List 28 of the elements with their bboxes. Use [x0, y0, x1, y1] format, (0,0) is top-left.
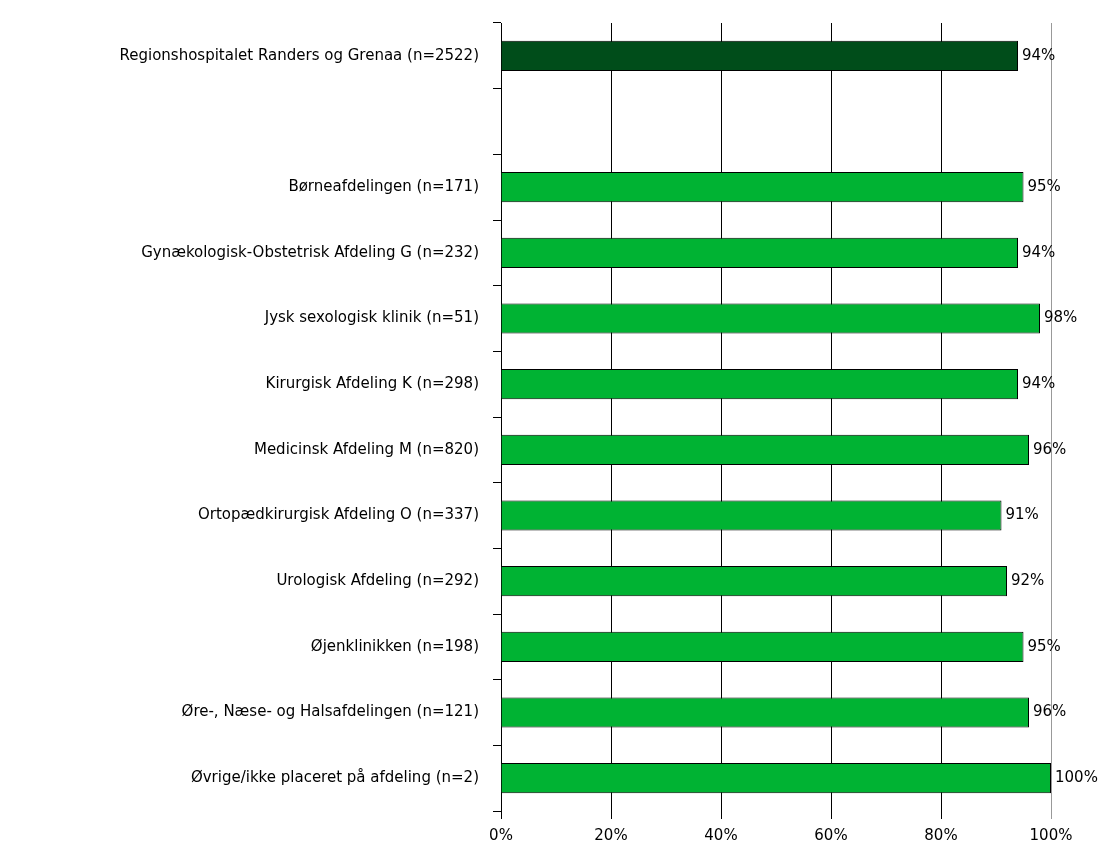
- y-tick-label: Jysk sexologisk klinik (n=51): [263, 308, 479, 327]
- y-tick-label: Medicinsk Afdeling M (n=820): [253, 439, 479, 458]
- y-tick-label: Børneafdelingen (n=171): [288, 177, 479, 196]
- data-label: 91%: [1005, 505, 1039, 524]
- y-tick-label: Regionshospitalet Randers og Grenaa (n=2522): [119, 45, 479, 64]
- data-label: 95%: [1027, 177, 1061, 196]
- data-label: 100%: [1055, 768, 1098, 787]
- data-label: 96%: [1033, 439, 1067, 458]
- x-tick-label: 60%: [814, 825, 848, 844]
- x-tick-label: 40%: [704, 825, 738, 844]
- x-tick-label: 0%: [489, 825, 513, 844]
- data-label: 94%: [1022, 374, 1056, 393]
- data-label: 98%: [1044, 308, 1078, 327]
- x-tick-label: 80%: [924, 825, 958, 844]
- y-tick-label: Øjenklinikken (n=198): [310, 636, 479, 655]
- y-tick-label: Ortopædkirurgisk Afdeling O (n=337): [197, 505, 479, 524]
- y-tick-label: Øvrige/ikke placeret på afdeling (n=2): [190, 768, 479, 787]
- y-tick-label: Øre-, Næse- og Halsafdelingen (n=121): [181, 702, 479, 721]
- data-label: 95%: [1027, 636, 1061, 655]
- x-tick-label: 100%: [1029, 825, 1073, 844]
- data-label: 92%: [1011, 571, 1045, 590]
- x-tick-label: 20%: [594, 825, 628, 844]
- data-label: 94%: [1022, 242, 1056, 261]
- y-tick-label: Urologisk Afdeling (n=292): [276, 571, 479, 590]
- y-tick-label: Kirurgisk Afdeling K (n=298): [265, 374, 479, 393]
- y-tick-label: Gynækologisk-Obstetrisk Afdeling G (n=232): [141, 242, 479, 261]
- data-label: 96%: [1033, 702, 1067, 721]
- data-label: 94%: [1022, 45, 1056, 64]
